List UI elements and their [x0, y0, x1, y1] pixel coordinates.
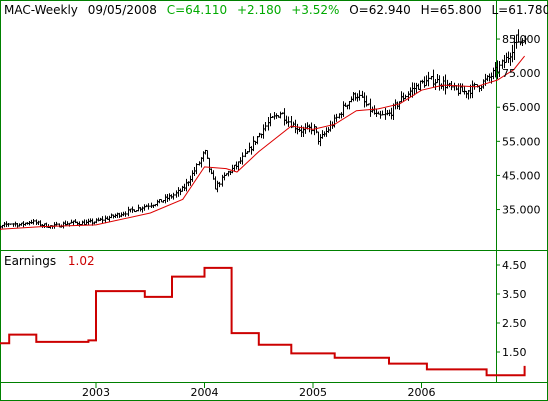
price-tick-label: 55.000 — [502, 135, 541, 148]
price-tick-label: 45.000 — [502, 169, 541, 182]
earnings-tick-label: 2.50 — [502, 317, 527, 330]
price-bar — [381, 110, 384, 116]
time-tick-label: 2005 — [299, 386, 327, 399]
price-bar — [32, 218, 35, 225]
price-bar — [287, 116, 290, 127]
price-tick-label: 75.000 — [502, 67, 541, 80]
price-tick-label: 85.000 — [502, 33, 541, 46]
time-tick-label: 2003 — [82, 386, 110, 399]
header-open: O=62.940 — [349, 3, 411, 17]
header-date: 09/05/2008 — [88, 3, 157, 17]
price-bar — [172, 192, 175, 200]
svg-text:MAC-Weekly 09/05/2008: MAC-Weekly 09/05/2008 C=64.110 +2.180 +3… — [4, 3, 548, 17]
price-bar — [147, 203, 150, 210]
price-bar — [195, 163, 198, 175]
earnings-label: Earnings — [4, 254, 56, 268]
svg-text:Earnings 1.02: Earnings 1.02 — [4, 254, 95, 268]
price-tick-label: 65.000 — [502, 101, 541, 114]
earnings-value: 1.02 — [68, 254, 95, 268]
price-bar — [358, 90, 361, 101]
price-bar — [101, 216, 104, 224]
time-tick-label: 2006 — [408, 386, 436, 399]
price-bar — [310, 122, 313, 135]
price-bar — [427, 71, 430, 87]
earnings-line — [0, 266, 526, 377]
price-bar — [241, 152, 244, 165]
header-high: H=65.800 — [421, 3, 482, 17]
price-bar — [55, 221, 58, 226]
price-bar — [404, 94, 407, 100]
price-bar — [124, 211, 127, 217]
header-symbol: MAC-Weekly — [4, 3, 78, 17]
price-bar — [473, 82, 476, 90]
price-bar — [524, 35, 527, 45]
header-change: +2.180 — [237, 3, 281, 17]
price-bars — [0, 29, 527, 231]
price-bar — [521, 38, 524, 46]
header-low: L=61.780 — [491, 3, 548, 17]
price-axis: 85.000 75.000 65.000 55.000 45.000 35.000 — [496, 33, 541, 217]
price-bar — [498, 60, 501, 78]
header-close: C=64.110 — [167, 3, 227, 17]
price-bar — [9, 223, 12, 225]
time-axis: 2003 2004 2005 2006 — [82, 382, 436, 399]
price-bar — [264, 121, 267, 132]
earnings-tick-label: 1.50 — [502, 346, 527, 359]
time-tick-label: 2004 — [191, 386, 219, 399]
price-bar — [218, 181, 221, 188]
earnings-tick-label: 4.50 — [502, 259, 527, 272]
moving-average-line — [0, 55, 525, 230]
earnings-tick-label: 3.50 — [502, 288, 527, 301]
price-bar — [335, 113, 338, 122]
earnings-axis: 4.50 3.50 2.50 1.50 — [496, 259, 527, 359]
header-change-pct: +3.52% — [291, 3, 339, 17]
price-tick-label: 35.000 — [502, 204, 541, 217]
